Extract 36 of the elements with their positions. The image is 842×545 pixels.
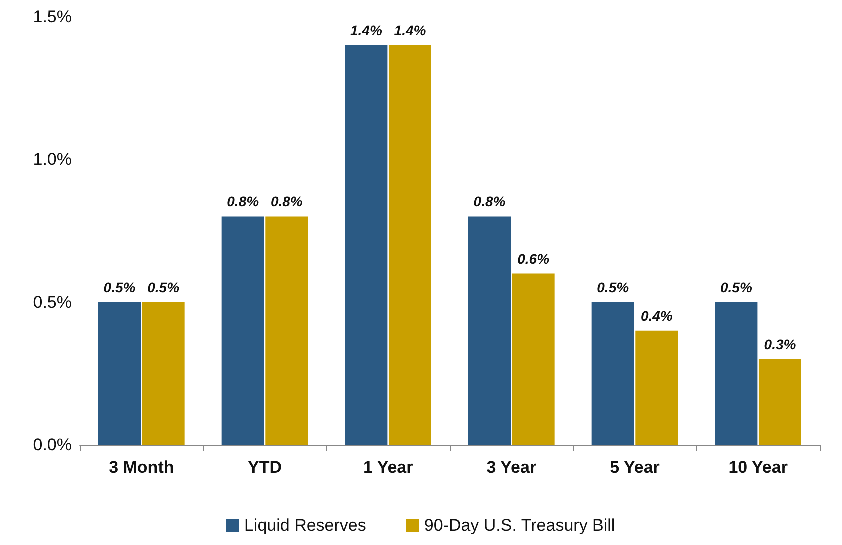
bar bbox=[468, 216, 512, 445]
data-label: 0.4% bbox=[640, 308, 674, 324]
bar bbox=[222, 216, 264, 445]
y-tick-label: 0.5% bbox=[33, 292, 72, 312]
x-tick-label: 1 Year bbox=[363, 458, 414, 477]
data-label: 1.4% bbox=[350, 22, 383, 39]
bar bbox=[715, 302, 758, 445]
x-tick-label: 10 Year bbox=[728, 458, 788, 477]
legend-label: Liquid Reserves bbox=[244, 516, 366, 535]
data-label: 0.8% bbox=[227, 194, 260, 210]
bar bbox=[345, 46, 388, 445]
data-label: 0.5% bbox=[148, 279, 180, 296]
data-label: 0.8% bbox=[270, 194, 304, 210]
data-label: 0.5% bbox=[720, 279, 753, 296]
data-label: 0.6% bbox=[518, 250, 550, 267]
bar bbox=[142, 302, 185, 445]
x-tick-label: 5 Year bbox=[610, 458, 660, 477]
bar bbox=[758, 359, 802, 445]
data-label: 1.4% bbox=[394, 22, 427, 39]
data-label: 0.3% bbox=[764, 336, 797, 352]
legend-label: 90-Day U.S. Treasury Bill bbox=[424, 516, 616, 535]
y-tick-label: 0.0% bbox=[33, 436, 72, 454]
bar bbox=[636, 330, 678, 445]
data-label: 0.5% bbox=[597, 279, 630, 296]
bar bbox=[388, 46, 432, 445]
bar bbox=[98, 302, 142, 445]
x-tick-label: 3 Year bbox=[486, 458, 537, 477]
bar bbox=[512, 274, 555, 445]
data-label: 0.8% bbox=[474, 194, 506, 210]
data-label: 0.5% bbox=[104, 279, 136, 296]
bar bbox=[266, 216, 308, 445]
y-tick-label: 1.5% bbox=[33, 8, 72, 26]
x-tick-label: YTD bbox=[248, 458, 282, 477]
bar bbox=[592, 302, 634, 445]
y-tick-label: 1.0% bbox=[33, 150, 72, 170]
x-tick-label: 3 Month bbox=[109, 458, 174, 477]
